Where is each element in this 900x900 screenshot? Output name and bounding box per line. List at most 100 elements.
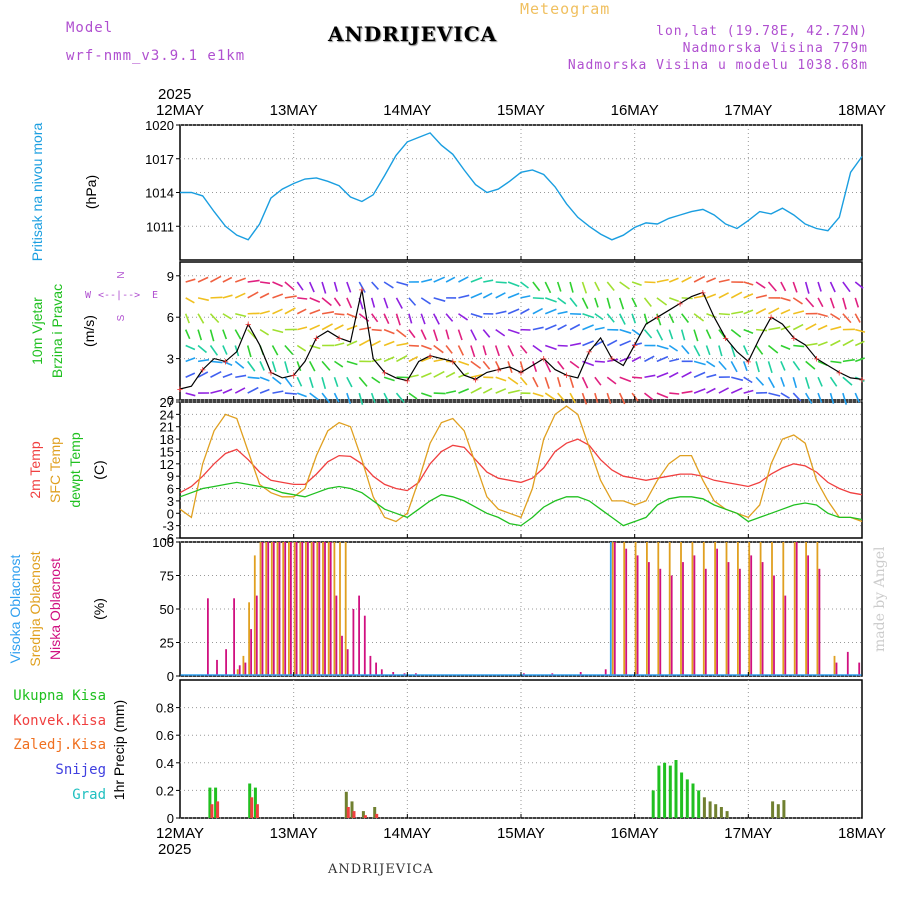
wind-arrow bbox=[681, 297, 693, 300]
wind-arrow bbox=[396, 281, 409, 286]
wind-arrow bbox=[247, 360, 256, 372]
temp-label-3: dewpt Temp bbox=[67, 432, 83, 507]
wind-arrow bbox=[408, 355, 419, 363]
wind-arrow bbox=[656, 329, 664, 341]
wind-arrow bbox=[507, 292, 520, 299]
wind-arrow bbox=[632, 376, 643, 379]
cloud-bar bbox=[305, 542, 307, 676]
wind-arrow bbox=[681, 313, 690, 323]
y-tick-label: -3 bbox=[162, 519, 174, 534]
wind-arrow bbox=[284, 281, 295, 291]
wind-arrow bbox=[445, 345, 453, 354]
wind-gust-marker: + bbox=[290, 370, 296, 382]
cloud-bar bbox=[248, 602, 250, 676]
wind-arrow bbox=[321, 311, 335, 315]
wind-arrow bbox=[557, 344, 568, 347]
wind-arrow bbox=[519, 361, 524, 372]
cloud-bar bbox=[375, 662, 377, 676]
wind-arrow bbox=[669, 358, 680, 363]
wind-arrow bbox=[668, 344, 679, 352]
wind-arrow bbox=[371, 313, 379, 323]
wind-arrow bbox=[842, 313, 852, 324]
wind-arrow bbox=[458, 276, 469, 283]
wind-gust-marker: + bbox=[518, 367, 524, 379]
wind-arrow bbox=[780, 281, 787, 292]
wind-arrow bbox=[557, 310, 568, 315]
cloud-bar bbox=[329, 542, 332, 676]
precip-bar bbox=[651, 790, 655, 818]
wind-arrow bbox=[297, 392, 307, 398]
wind-arrow bbox=[507, 345, 515, 357]
wind-arrow bbox=[780, 297, 791, 302]
wind-arrow bbox=[284, 361, 289, 374]
precip-bar bbox=[248, 783, 252, 818]
wind-arrow bbox=[184, 313, 190, 324]
wind-arrow bbox=[321, 377, 327, 390]
cloud-bar bbox=[858, 662, 861, 676]
wind-arrow bbox=[495, 310, 507, 315]
wind-arrow bbox=[742, 361, 748, 372]
wind-arrow bbox=[532, 281, 541, 292]
wind-arrow bbox=[507, 308, 520, 315]
y-tick-label: 24 bbox=[160, 407, 174, 422]
wind-arrow bbox=[185, 344, 196, 351]
cloud-bar bbox=[846, 651, 849, 676]
cloud-unit: (%) bbox=[91, 598, 107, 620]
wind-arrow bbox=[606, 339, 618, 347]
wind-gust-marker: + bbox=[472, 374, 478, 386]
cloud-bar bbox=[793, 542, 796, 676]
wind-arrow bbox=[606, 376, 617, 385]
wind-arrow bbox=[234, 387, 246, 394]
wind-arrow bbox=[730, 328, 742, 338]
wind-arrow bbox=[544, 376, 550, 389]
wind-arrow bbox=[669, 392, 680, 395]
wind-arrow bbox=[495, 388, 507, 394]
wind-arrow bbox=[272, 390, 284, 394]
wind-arrow bbox=[470, 345, 476, 358]
wind-gust-marker: + bbox=[381, 367, 387, 379]
wind-arrow bbox=[185, 278, 196, 283]
cloud-bar bbox=[771, 542, 773, 676]
wind-arrow bbox=[619, 328, 632, 334]
wind-arrow bbox=[731, 310, 744, 315]
cloud-bar bbox=[324, 542, 326, 676]
precip-bar bbox=[691, 783, 695, 818]
wind-arrow bbox=[371, 340, 381, 347]
precip-bar bbox=[776, 804, 780, 818]
wind-arrow bbox=[433, 344, 444, 354]
wind-arrow bbox=[346, 392, 352, 404]
pressure-unit: (hPa) bbox=[83, 175, 99, 209]
wind-arrow bbox=[582, 324, 594, 331]
wind-arrow bbox=[470, 386, 482, 394]
wind-arrow bbox=[383, 328, 395, 335]
wind-arrow bbox=[272, 293, 284, 299]
wind-arrow bbox=[544, 281, 552, 294]
precip-bar bbox=[697, 790, 701, 818]
wind-arrow bbox=[321, 360, 331, 371]
wind-arrow bbox=[209, 345, 219, 356]
wind-arrow bbox=[755, 307, 767, 315]
precip-bar bbox=[782, 800, 786, 818]
cloud-bar bbox=[670, 575, 673, 676]
y-tick-label: 0.8 bbox=[156, 701, 174, 716]
wind-arrow bbox=[854, 281, 864, 289]
wind-arrow bbox=[395, 297, 403, 309]
wind-arrow bbox=[185, 372, 196, 378]
wind-arrow bbox=[631, 355, 642, 363]
precip-bar bbox=[708, 801, 712, 818]
wind-arrow bbox=[420, 313, 426, 325]
wind-arrow bbox=[308, 360, 316, 372]
temp-line-1 bbox=[179, 405, 863, 523]
cloud-bar bbox=[344, 542, 347, 676]
wind-arrow bbox=[433, 392, 446, 395]
wind-arrow bbox=[581, 392, 588, 405]
wind-arrow bbox=[297, 297, 308, 300]
cloud-bar bbox=[761, 562, 764, 676]
wind-arrow bbox=[383, 392, 390, 404]
wind-gust-marker: + bbox=[563, 370, 569, 382]
wind-arrow bbox=[618, 297, 625, 310]
wind-arrow bbox=[470, 312, 483, 319]
wind-arrow bbox=[767, 376, 775, 389]
wind-arrow bbox=[197, 313, 205, 324]
wind-arrow bbox=[308, 376, 314, 388]
